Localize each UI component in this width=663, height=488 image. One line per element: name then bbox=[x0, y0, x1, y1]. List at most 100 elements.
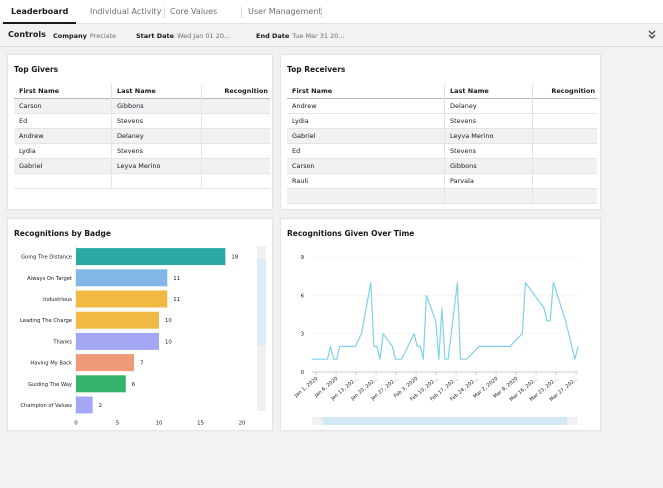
column-header-last-name[interactable]: Last Name bbox=[111, 84, 201, 99]
scrollbar-thumb[interactable] bbox=[257, 259, 266, 345]
company-label: Company bbox=[53, 32, 87, 40]
recognitions-by-badge-panel: Recognitions by Badge Going The Distance… bbox=[7, 218, 273, 431]
y-tick-label: 6 bbox=[301, 293, 305, 299]
controls-title: Controls bbox=[8, 30, 46, 39]
end-date-label: End Date bbox=[256, 32, 290, 40]
top-givers-table: First Name Last Name Recognition Carson … bbox=[14, 84, 270, 189]
company-control[interactable]: Company Preciate bbox=[53, 32, 116, 40]
table-row[interactable]: Carson Gibbons bbox=[287, 159, 597, 174]
table-header-row: First Name Last Name Recognition bbox=[287, 84, 597, 99]
table-row[interactable]: Lydia Stevens bbox=[14, 144, 270, 159]
column-header-first-name[interactable]: First Name bbox=[292, 87, 333, 95]
bar-value-label: 6 bbox=[132, 382, 136, 388]
table-row[interactable]: Gabriel Leyva Merino bbox=[14, 159, 270, 174]
x-tick-label: 0 bbox=[74, 421, 78, 427]
cell-last-name: Gibbons bbox=[111, 99, 201, 114]
cell-first-name: Ed bbox=[19, 117, 28, 125]
tab-bar: Leaderboard Individual Activity Core Val… bbox=[0, 0, 663, 24]
table-row[interactable]: Rauli Parvala bbox=[287, 174, 597, 189]
controls-bar: Controls Company Preciate Start Date Wed J… bbox=[0, 25, 663, 47]
cell-first-name: Gabriel bbox=[19, 162, 43, 170]
top-givers-panel: Top Givers First Name Last Name Recognit… bbox=[7, 54, 273, 210]
bar[interactable] bbox=[76, 311, 159, 329]
category-label: Leading The Charge bbox=[20, 318, 72, 324]
cell-recognition bbox=[201, 99, 270, 114]
cell-first-name: Lydia bbox=[292, 117, 309, 125]
top-receivers-title: Top Receivers bbox=[287, 65, 346, 74]
tab-core-values[interactable]: Core Values bbox=[170, 7, 218, 16]
series-line[interactable] bbox=[312, 281, 579, 360]
cell-recognition bbox=[532, 189, 597, 204]
tab-divider bbox=[241, 7, 242, 18]
cell-recognition bbox=[532, 129, 597, 144]
cell-recognition bbox=[532, 114, 597, 129]
bar-value-label: 10 bbox=[165, 339, 172, 345]
category-label: Industrious bbox=[43, 297, 72, 303]
cell-last-name: Leyva Merino bbox=[111, 159, 201, 174]
cell-first-name bbox=[14, 174, 111, 189]
start-date-value[interactable]: Wed Jan 01 20... bbox=[177, 32, 231, 40]
table-row[interactable]: Ed Stevens bbox=[14, 114, 270, 129]
tab-leaderboard[interactable]: Leaderboard bbox=[3, 0, 77, 24]
company-value[interactable]: Preciate bbox=[89, 32, 117, 40]
category-label: Going The Distance bbox=[21, 255, 72, 261]
top-givers-title: Top Givers bbox=[14, 65, 59, 74]
double-chevron-down-icon[interactable] bbox=[647, 29, 657, 41]
table-row[interactable]: Lydia Stevens bbox=[287, 114, 597, 129]
cell-first-name: Rauli bbox=[292, 177, 309, 185]
tab-user-management[interactable]: User Management bbox=[248, 7, 322, 16]
tab-divider bbox=[321, 7, 322, 18]
badge-bar-chart: Going The Distance 18 Always On Target 11 In… bbox=[20, 246, 266, 427]
bar[interactable] bbox=[76, 375, 126, 393]
category-label: Thanks bbox=[52, 339, 72, 345]
table-row[interactable]: Ed Stevens bbox=[287, 144, 597, 159]
y-tick-label: 0 bbox=[301, 370, 305, 376]
column-header-recognition[interactable]: Recognition bbox=[201, 84, 270, 99]
bar[interactable] bbox=[76, 354, 135, 372]
tab-individual-activity[interactable]: Individual Activity bbox=[90, 7, 162, 16]
bar[interactable] bbox=[76, 269, 168, 287]
column-header-last-name[interactable]: Last Name bbox=[444, 84, 532, 99]
end-date-control[interactable]: End Date Tue Mar 31 20... bbox=[256, 32, 345, 40]
table-row[interactable]: Andrew Delaney bbox=[14, 129, 270, 144]
bar[interactable] bbox=[76, 290, 168, 308]
category-label: Champion of Values bbox=[20, 403, 72, 409]
cell-recognition bbox=[532, 144, 597, 159]
table-header-row: First Name Last Name Recognition bbox=[14, 84, 270, 99]
end-date-value[interactable]: Tue Mar 31 20... bbox=[292, 32, 345, 40]
cell-recognition bbox=[532, 99, 597, 114]
cell-recognition bbox=[201, 114, 270, 129]
start-date-control[interactable]: Start Date Wed Jan 01 20... bbox=[136, 32, 230, 40]
cell-first-name: Andrew bbox=[19, 132, 44, 140]
table-row[interactable]: Gabriel Leyva Merino bbox=[287, 129, 597, 144]
cell-last-name: Stevens bbox=[444, 144, 532, 159]
tab-divider bbox=[164, 7, 165, 18]
table-row[interactable]: Carson Gibbons bbox=[14, 99, 270, 114]
cell-recognition bbox=[532, 174, 597, 189]
cell-first-name: Gabriel bbox=[292, 132, 316, 140]
time-chart-title: Recognitions Given Over Time bbox=[287, 229, 415, 238]
category-label: Having My Back bbox=[30, 361, 72, 367]
table-row[interactable] bbox=[14, 174, 270, 189]
table-row[interactable] bbox=[287, 189, 597, 204]
start-date-label: Start Date bbox=[136, 32, 175, 40]
y-tick-label: 3 bbox=[301, 332, 304, 338]
recognitions-over-time-panel: Recognitions Given Over Time 0 3 6 9 Jan 1, … bbox=[280, 218, 601, 431]
scrollbar-thumb[interactable] bbox=[323, 417, 567, 425]
cell-first-name: Carson bbox=[19, 102, 42, 110]
column-header-first-name[interactable]: First Name bbox=[19, 87, 60, 95]
cell-last-name: Leyva Merino bbox=[444, 129, 532, 144]
column-header-recognition[interactable]: Recognition bbox=[532, 84, 597, 99]
bar[interactable] bbox=[76, 396, 93, 414]
top-receivers-table: First Name Last Name Recognition Andrew … bbox=[287, 84, 597, 204]
bar[interactable] bbox=[76, 332, 159, 350]
cell-recognition bbox=[532, 159, 597, 174]
cell-last-name: Delaney bbox=[111, 129, 201, 144]
cell-last-name: Gibbons bbox=[444, 159, 532, 174]
cell-last-name: Stevens bbox=[444, 114, 532, 129]
table-row[interactable]: Andrew Delaney bbox=[287, 99, 597, 114]
bar[interactable] bbox=[76, 248, 226, 266]
cell-recognition bbox=[201, 144, 270, 159]
cell-first-name: Andrew bbox=[292, 102, 317, 110]
